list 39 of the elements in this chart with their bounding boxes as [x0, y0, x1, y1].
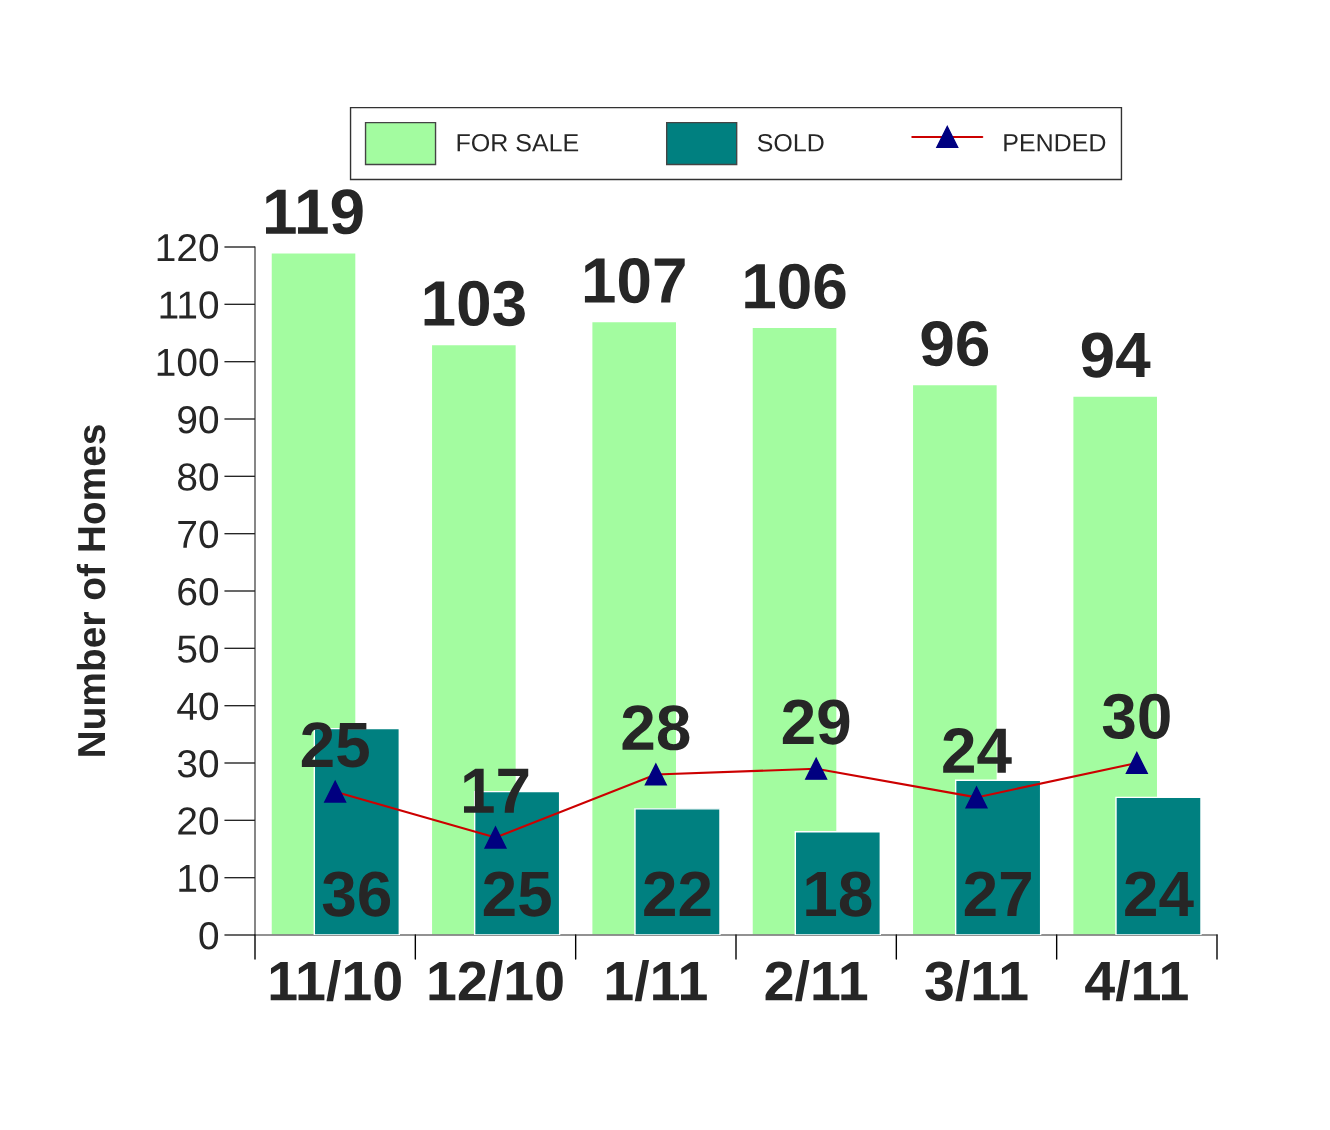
y-tick-label: 90	[178, 405, 219, 434]
data-label: 107	[584, 257, 685, 304]
data-label: 119	[266, 189, 363, 235]
legend-label: PENDED	[1004, 134, 1106, 152]
data-label: 30	[1102, 693, 1170, 739]
y-tick-label: 20	[178, 807, 219, 835]
x-tick-label: 1/11	[606, 960, 707, 1002]
y-axis-title: Number of Homes	[76, 425, 106, 756]
x-tick-label: 12/10	[429, 960, 563, 1002]
y-tick-label: 70	[178, 520, 219, 549]
y-tick-label: 50	[177, 635, 219, 663]
x-tick-label: 11/10	[270, 960, 401, 1002]
x-tick-label: 3/11	[925, 960, 1028, 1002]
data-label: 22	[644, 871, 711, 917]
x-tick-label: 2/11	[765, 960, 868, 1002]
data-label: 18	[806, 871, 872, 917]
data-label: 106	[745, 263, 846, 309]
y-tick-label: 120	[157, 233, 219, 262]
y-tick-label: 110	[160, 291, 219, 319]
y-tick-label: 10	[179, 864, 219, 893]
data-label: 25	[483, 871, 551, 917]
y-tick-label: 100	[157, 348, 219, 377]
y-tick-label: 30	[177, 749, 219, 778]
y-tick-label: 60	[178, 577, 219, 606]
data-label: 24	[1125, 871, 1194, 917]
x-tick-label: 4/11	[1085, 960, 1188, 1002]
y-tick-label: 80	[178, 463, 219, 491]
data-label: 29	[782, 699, 850, 745]
data-label: 103	[424, 280, 525, 327]
data-label: 36	[322, 871, 391, 917]
data-label: 96	[921, 321, 989, 367]
data-label: 94	[1081, 332, 1151, 378]
data-label: 24	[943, 728, 1012, 773]
y-tick-label: 40	[177, 692, 219, 721]
legend-label: SOLD	[757, 133, 824, 152]
data-label: 27	[964, 871, 1031, 917]
legend-label: FOR SALE	[457, 133, 579, 152]
y-tick-label: 0	[199, 921, 219, 950]
data-label: 28	[622, 705, 690, 751]
